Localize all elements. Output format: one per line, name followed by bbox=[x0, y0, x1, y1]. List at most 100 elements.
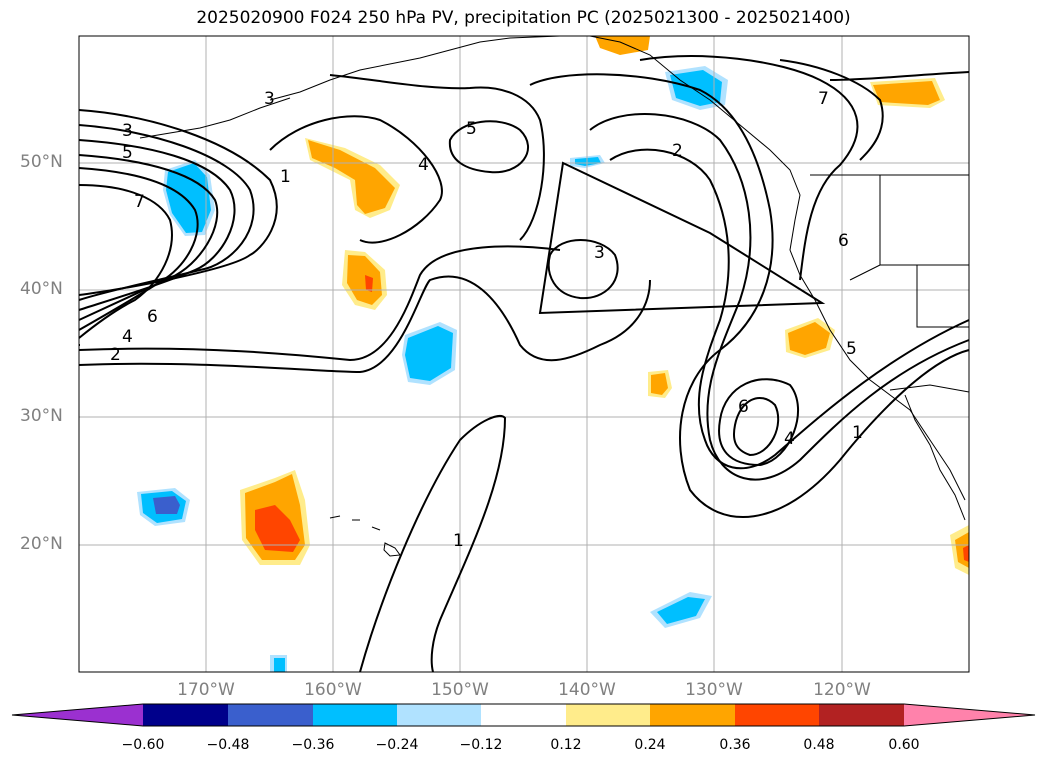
precip-positive-fields bbox=[240, 36, 969, 575]
lon-label-150w: 150°W bbox=[431, 680, 489, 700]
colorbar-tick: −0.36 bbox=[291, 737, 335, 753]
colorbar-tick: −0.60 bbox=[121, 737, 165, 753]
precip-area bbox=[657, 597, 705, 624]
contour-line bbox=[547, 239, 619, 300]
map-background bbox=[79, 36, 969, 672]
colorbar-tick: 0.60 bbox=[888, 737, 920, 753]
lat-label-30n: 30°N bbox=[20, 406, 63, 426]
contour-line bbox=[78, 184, 173, 339]
precip-area bbox=[788, 322, 830, 355]
map-panel: 3 5 7 6 4 2 3 1 4 5 2 3 7 6 5 6 4 1 1 bbox=[78, 35, 970, 673]
border-us-mexico bbox=[889, 384, 970, 393]
contour-line bbox=[78, 245, 561, 362]
contour-label: 1 bbox=[280, 167, 291, 187]
coastline-baja bbox=[904, 394, 966, 521]
contour-line bbox=[359, 415, 507, 673]
colorbar-tick: 0.36 bbox=[719, 737, 751, 753]
contour-label: 4 bbox=[784, 429, 795, 449]
contour-label: 4 bbox=[418, 155, 429, 175]
contour-line bbox=[78, 124, 255, 301]
colorbar-extend-right bbox=[904, 704, 1035, 726]
lon-label-160w: 160°W bbox=[304, 680, 362, 700]
lat-label-50n: 50°N bbox=[20, 152, 63, 172]
verification-polygon bbox=[538, 161, 826, 315]
contour-label: 1 bbox=[852, 423, 863, 443]
contour-label: 6 bbox=[147, 307, 158, 327]
contour-line bbox=[78, 167, 199, 331]
colorbar-segment bbox=[650, 704, 735, 726]
contour-line bbox=[589, 113, 970, 481]
map-title: 2025020900 F024 250 hPa PV, precipitatio… bbox=[196, 8, 851, 28]
contour-label: 4 bbox=[122, 327, 133, 347]
colorbar-tick: −0.12 bbox=[459, 737, 503, 753]
precip-area bbox=[595, 36, 650, 55]
contour-label: 6 bbox=[838, 231, 849, 251]
precip-area bbox=[873, 81, 940, 105]
precip-area bbox=[153, 496, 180, 514]
colorbar-tick: −0.48 bbox=[206, 737, 250, 753]
precip-area bbox=[963, 545, 969, 562]
colorbar-outline bbox=[11, 703, 1036, 727]
contour-label: 5 bbox=[122, 143, 133, 163]
coastline-alaska bbox=[269, 35, 561, 101]
hawaii-islands bbox=[329, 515, 401, 557]
colorbar-segment bbox=[481, 704, 566, 726]
contour-label: 7 bbox=[134, 192, 145, 212]
lon-label-130w: 130°W bbox=[685, 680, 743, 700]
precip-area bbox=[405, 326, 453, 381]
contour-label: 3 bbox=[594, 243, 605, 263]
contour-label: 5 bbox=[466, 119, 477, 139]
contour-labels: 3 5 7 6 4 2 3 1 4 5 2 3 7 6 5 6 4 1 1 bbox=[110, 89, 863, 551]
lon-label-120w: 120°W bbox=[813, 680, 871, 700]
contour-line bbox=[78, 154, 219, 321]
map-frame bbox=[78, 35, 970, 673]
graticule bbox=[79, 36, 969, 672]
contour-label: 6 bbox=[738, 397, 749, 417]
contour-line bbox=[78, 275, 651, 374]
colorbar-tick: 0.12 bbox=[550, 737, 582, 753]
precip-area bbox=[651, 373, 668, 395]
colorbar-segment bbox=[819, 704, 904, 726]
contour-label: 3 bbox=[122, 121, 133, 141]
contour-label: 2 bbox=[110, 345, 121, 365]
pv-contours bbox=[78, 55, 970, 673]
colorbar-extend-left bbox=[12, 704, 143, 726]
colorbar-segment bbox=[566, 704, 650, 726]
precip-area bbox=[365, 275, 373, 292]
contour-label: 1 bbox=[453, 531, 464, 551]
precip-area bbox=[575, 157, 601, 166]
contour-label: 5 bbox=[846, 339, 857, 359]
coastline-aleutians bbox=[139, 97, 291, 139]
precip-area bbox=[308, 140, 395, 214]
contour-line bbox=[732, 396, 780, 457]
contour-line bbox=[78, 139, 236, 311]
contour-line bbox=[329, 74, 545, 241]
colorbar-segment bbox=[143, 704, 228, 726]
precip-area bbox=[274, 658, 285, 672]
contour-line bbox=[639, 55, 859, 281]
lat-label-20n: 20°N bbox=[20, 534, 63, 554]
contour-line bbox=[609, 148, 970, 470]
colorbar-tick: −0.24 bbox=[375, 737, 419, 753]
precip-area bbox=[166, 163, 211, 233]
colorbar-tick: 0.48 bbox=[803, 737, 835, 753]
contour-label: 7 bbox=[818, 89, 829, 109]
lat-label-40n: 40°N bbox=[20, 279, 63, 299]
colorbar-segment bbox=[313, 704, 397, 726]
contour-line bbox=[829, 71, 970, 81]
border-states bbox=[849, 175, 969, 328]
colorbar-segment bbox=[228, 704, 313, 726]
colorbar-segment bbox=[397, 704, 481, 726]
lon-label-170w: 170°W bbox=[177, 680, 235, 700]
contour-line bbox=[779, 59, 884, 161]
precip-area bbox=[255, 505, 300, 552]
colorbar bbox=[11, 703, 1036, 727]
precip-negative-fields bbox=[137, 66, 728, 672]
colorbar-tick: 0.24 bbox=[634, 737, 666, 753]
contour-line bbox=[269, 115, 443, 244]
colorbar-segment bbox=[735, 704, 819, 726]
contour-label: 3 bbox=[264, 89, 275, 109]
contour-line bbox=[448, 120, 530, 174]
contour-line bbox=[718, 378, 800, 467]
